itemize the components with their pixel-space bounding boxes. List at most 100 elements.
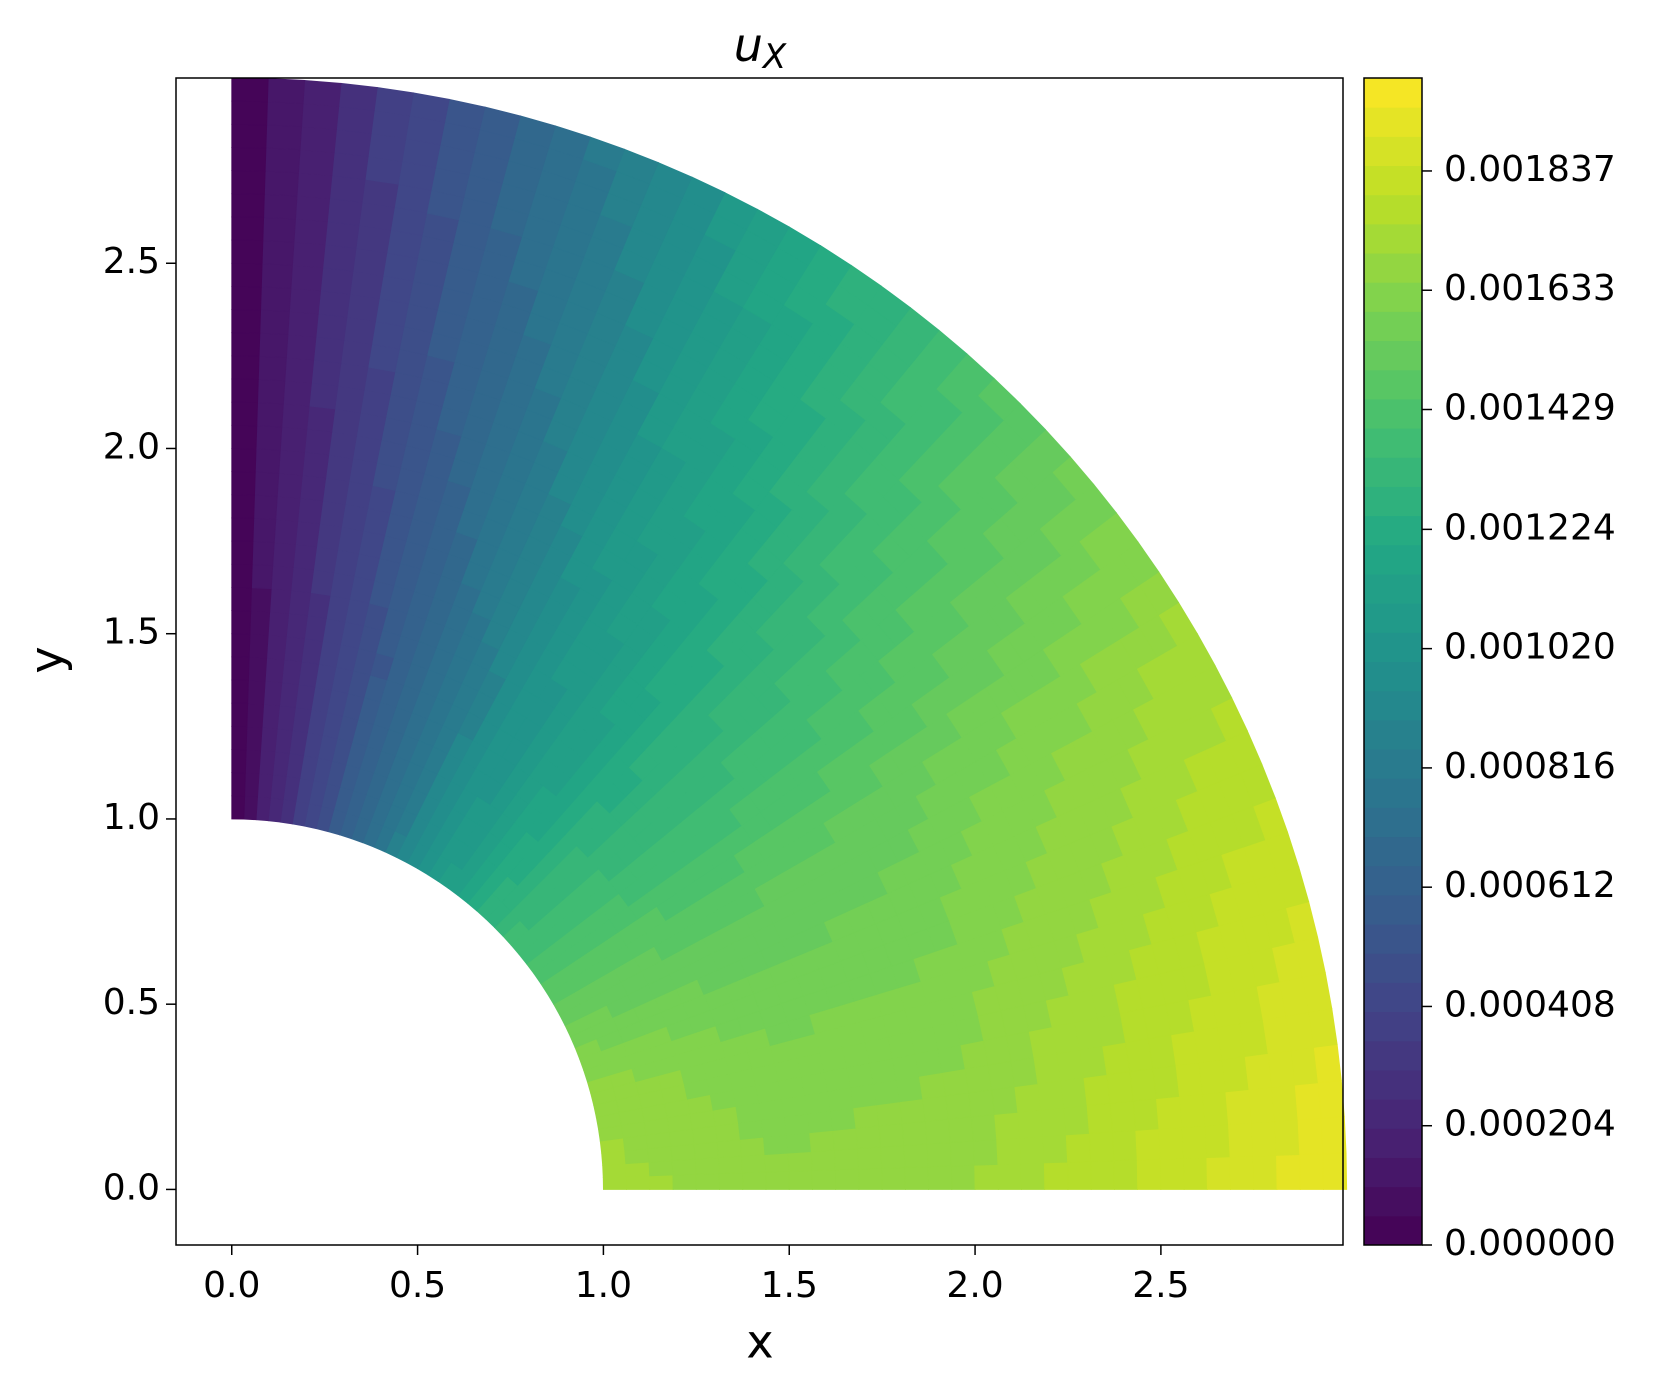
contour-cell xyxy=(283,635,305,662)
plot-frame xyxy=(175,77,1344,1246)
contour-cell xyxy=(256,402,284,428)
colorbar-tick-label: 0.001633 xyxy=(1444,268,1616,309)
colorbar-band xyxy=(1364,1011,1422,1042)
contour-cell xyxy=(811,1169,837,1190)
contour-cell xyxy=(987,1060,1016,1091)
contour-cell xyxy=(248,633,269,659)
contour-cell xyxy=(331,408,361,436)
title-subscript: X xyxy=(761,37,787,77)
contour-cell xyxy=(670,1143,696,1162)
contour-cell xyxy=(331,152,369,180)
contour-cell xyxy=(267,78,306,104)
contour-cell xyxy=(299,126,337,153)
contour-cell xyxy=(276,705,296,731)
contour-cell xyxy=(855,1125,882,1149)
contour-cell xyxy=(266,634,287,660)
contour-cell xyxy=(322,477,350,505)
colorbar-band xyxy=(1364,778,1422,808)
contour-cell xyxy=(264,657,285,683)
contour-cell xyxy=(266,101,304,128)
contour-field xyxy=(231,77,1348,1190)
contour-cell xyxy=(231,494,255,519)
contour-cell xyxy=(626,1175,651,1190)
y-axis-label: y xyxy=(20,646,74,673)
colorbar-tick-label: 0.000816 xyxy=(1444,746,1616,787)
contour-cell xyxy=(272,751,290,777)
contour-cell xyxy=(1221,1056,1250,1093)
contour-cell xyxy=(1204,1123,1231,1159)
contour-cell xyxy=(858,1167,883,1190)
contour-cell xyxy=(328,431,358,459)
contour-cell xyxy=(317,290,351,318)
x-tick-label: 1.0 xyxy=(575,1265,632,1306)
contour-cell xyxy=(1290,1046,1319,1086)
colorbar-band xyxy=(1364,457,1422,487)
contour-cell xyxy=(231,586,252,612)
colorbar-band xyxy=(1364,486,1422,517)
contour-cell xyxy=(247,679,266,705)
contour-cell xyxy=(1183,1157,1208,1190)
contour-cell xyxy=(301,451,330,479)
contour-cell xyxy=(287,310,319,338)
colorbar-band xyxy=(1364,282,1422,312)
contour-cell xyxy=(373,87,414,117)
contour-cell xyxy=(324,221,360,249)
contour-cell xyxy=(319,500,346,528)
contour-cell xyxy=(951,1164,976,1190)
contour-cell xyxy=(1112,1129,1138,1162)
contour-cell xyxy=(1251,1120,1277,1157)
x-tick-label: 1.5 xyxy=(761,1265,818,1306)
contour-cell xyxy=(261,703,280,729)
contour-cell xyxy=(602,1176,628,1190)
contour-cell xyxy=(1159,1157,1185,1190)
x-tick-label: 2.5 xyxy=(1132,1265,1189,1306)
contour-cell xyxy=(322,244,357,272)
colorbar-frame xyxy=(1363,77,1423,1246)
colorbar-band xyxy=(1364,311,1422,342)
contour-cell xyxy=(251,541,275,567)
contour-cell xyxy=(231,355,260,380)
contour-cell xyxy=(333,549,360,577)
contour-cell xyxy=(260,286,292,312)
contour-cell xyxy=(290,566,315,594)
colorbar-band xyxy=(1364,369,1422,400)
colorbar-band xyxy=(1364,690,1422,721)
contour-cell xyxy=(231,424,258,450)
contour-cell xyxy=(278,449,306,476)
contour-cell xyxy=(270,565,294,591)
contour-cell xyxy=(257,355,287,382)
contour-cell xyxy=(231,772,246,797)
contour-cell xyxy=(602,1163,627,1178)
contour-cell xyxy=(231,193,265,218)
contour-cell xyxy=(231,563,253,589)
colorbar-band xyxy=(1364,398,1422,429)
contour-cell xyxy=(231,795,246,820)
contour-cell xyxy=(881,1167,906,1190)
contour-cell xyxy=(1317,1080,1345,1119)
contour-cell xyxy=(1248,1086,1276,1124)
contour-cell xyxy=(1060,1077,1088,1109)
contour-cell xyxy=(313,336,345,364)
contour-cell xyxy=(1299,1153,1324,1190)
contour-cell xyxy=(876,1101,903,1127)
contour-cell xyxy=(1225,1089,1253,1125)
contour-cell xyxy=(231,216,265,241)
contour-cell xyxy=(231,285,262,311)
contour-cell xyxy=(333,128,372,157)
contour-cell xyxy=(329,175,366,203)
x-tick-label: 2.0 xyxy=(946,1265,1003,1306)
colorbar-band xyxy=(1364,982,1422,1013)
contour-cell xyxy=(340,339,373,368)
contour-cell xyxy=(262,217,296,243)
contour-cell xyxy=(830,1107,857,1131)
colorbar-tick-label: 0.000408 xyxy=(1444,984,1616,1025)
colorbar-band xyxy=(1364,428,1422,458)
contour-cell xyxy=(974,1164,999,1190)
y-tick-label: 2.5 xyxy=(103,241,160,282)
contour-cell xyxy=(880,1145,906,1169)
contour-cell xyxy=(320,267,354,295)
contour-cell xyxy=(1083,1074,1111,1106)
contour-cell xyxy=(246,703,265,728)
contour-cell xyxy=(258,332,289,359)
contour-cell xyxy=(231,332,261,357)
